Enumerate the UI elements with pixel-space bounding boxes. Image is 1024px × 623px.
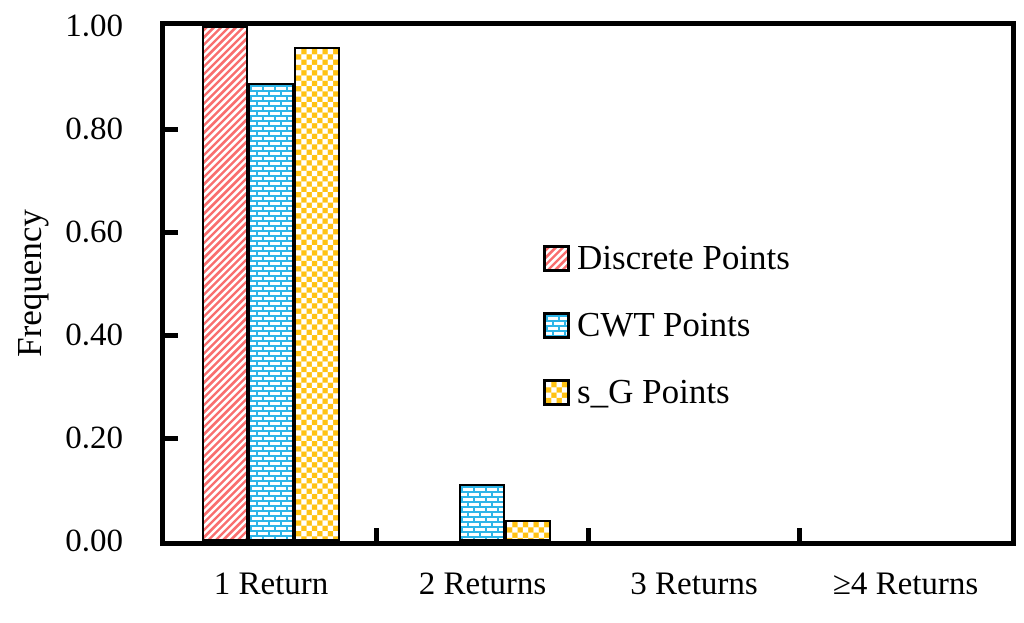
y-axis-tick	[165, 126, 178, 132]
y-tick-label: 0.00	[65, 523, 123, 559]
y-tick-label: 0.40	[65, 317, 123, 353]
bar-stripe	[201, 26, 248, 541]
bar-brick	[247, 83, 294, 541]
x-tick-label: ≥4 Returns	[832, 566, 979, 602]
x-tick-label: 3 Returns	[630, 566, 758, 602]
x-axis-tick	[585, 528, 591, 541]
legend: Discrete Points CWT Points s_G Points	[543, 238, 790, 412]
x-tick-label: 2 Returns	[418, 566, 547, 602]
bar-checker	[293, 47, 340, 541]
legend-label: CWT Points	[577, 305, 751, 344]
y-tick-label: 1.00	[65, 8, 123, 44]
legend-item: Discrete Points	[543, 238, 790, 278]
bar-checker	[505, 520, 552, 541]
legend-item: CWT Points	[543, 305, 790, 345]
x-axis-tick	[374, 528, 379, 541]
legend-label: Discrete Points	[577, 238, 790, 277]
y-tick-label: 0.20	[65, 420, 123, 456]
plot-area: Discrete Points CWT Points s_G Points	[160, 21, 1016, 546]
legend-swatch-stripe-icon	[543, 244, 570, 272]
bar-brick	[459, 484, 506, 541]
y-axis-tick	[165, 435, 178, 441]
y-axis-tick	[165, 332, 178, 338]
y-tick-label: 0.60	[65, 214, 123, 250]
legend-swatch-checker-icon	[543, 378, 570, 406]
legend-swatch-brick-icon	[543, 311, 570, 339]
legend-label: s_G Points	[577, 372, 730, 411]
x-tick-label: 1 Return	[213, 566, 329, 602]
y-tick-label: 0.80	[65, 111, 123, 147]
legend-item: s_G Points	[543, 372, 790, 412]
x-axis-tick	[797, 528, 802, 541]
y-axis-tick	[165, 229, 178, 235]
